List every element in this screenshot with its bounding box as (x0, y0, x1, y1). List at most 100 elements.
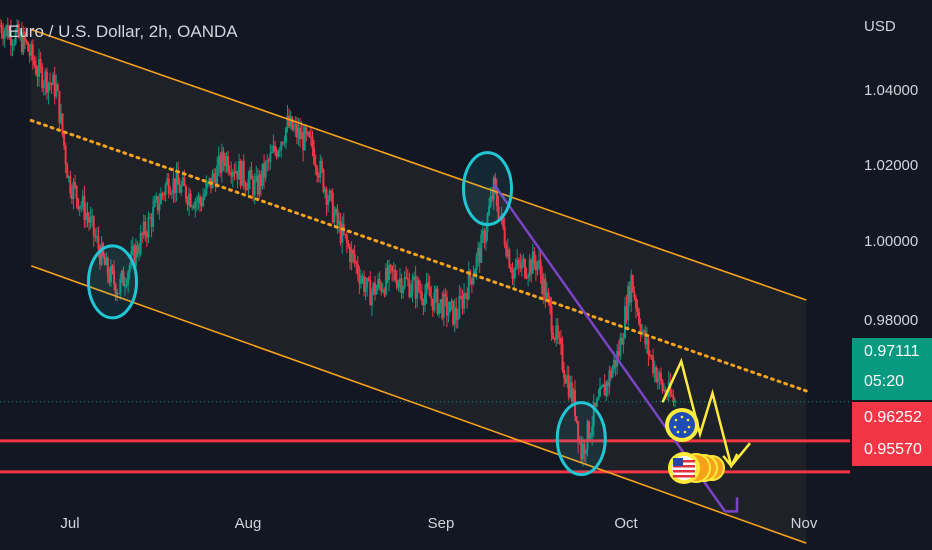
candle (450, 297, 453, 311)
candle (625, 294, 628, 324)
candle (397, 279, 400, 292)
candle (14, 28, 17, 46)
candle (627, 281, 630, 331)
candle (305, 124, 308, 142)
candle (78, 205, 81, 216)
candle (3, 27, 6, 48)
candle (109, 259, 112, 287)
candle (570, 375, 573, 406)
candle (503, 217, 506, 249)
candle (213, 168, 216, 184)
candle (225, 152, 228, 173)
candle (156, 195, 159, 215)
candle (347, 239, 350, 249)
candle (36, 65, 39, 87)
candle (389, 263, 392, 275)
candle (252, 175, 255, 202)
candle (92, 215, 95, 247)
candle (205, 175, 208, 197)
y-tick-label: 1.04000 (864, 82, 919, 99)
candle (259, 170, 262, 197)
candle (197, 192, 200, 210)
candle (306, 130, 309, 137)
candle (58, 90, 61, 129)
candle (170, 189, 173, 200)
candle (430, 285, 433, 307)
chart-title: Euro / U.S. Dollar, 2h, OANDA (8, 22, 238, 41)
candle (556, 317, 559, 345)
candle (280, 140, 283, 158)
x-tick-label: Nov (790, 515, 818, 532)
candle (522, 253, 525, 268)
candle (349, 243, 351, 270)
candle (661, 379, 664, 395)
candle (224, 152, 226, 173)
candle (567, 365, 570, 401)
candle (424, 284, 426, 312)
candle (91, 208, 94, 227)
candle (367, 275, 370, 282)
candle (49, 72, 51, 91)
candle (314, 154, 317, 175)
candle (220, 143, 223, 183)
candle (184, 184, 187, 203)
candle (408, 272, 411, 299)
candle (336, 203, 339, 234)
candle (606, 379, 609, 398)
candle (545, 282, 548, 302)
candle (0, 20, 3, 39)
candle (324, 186, 326, 199)
candle (467, 261, 470, 301)
candle (438, 303, 441, 318)
candle (178, 177, 181, 194)
candle (611, 365, 614, 379)
candle (452, 300, 455, 327)
candle (409, 283, 412, 299)
candle (334, 206, 337, 216)
candle (484, 222, 487, 251)
candle (327, 195, 330, 213)
candle (642, 328, 645, 336)
candle (514, 258, 517, 278)
candle (294, 116, 297, 137)
candle (222, 147, 225, 171)
candle (420, 283, 423, 306)
candle (219, 152, 222, 178)
x-tick-label: Jul (60, 515, 80, 532)
candle (478, 242, 481, 273)
candle (488, 198, 491, 216)
candle (645, 327, 648, 354)
candle (106, 255, 109, 284)
candle (249, 166, 251, 189)
candle (506, 238, 509, 260)
candle (256, 168, 259, 198)
candle (547, 288, 550, 306)
candle (353, 244, 356, 268)
candle (55, 74, 58, 100)
candle (372, 281, 375, 296)
candle (56, 82, 59, 92)
candle (144, 215, 147, 242)
candle-series (0, 17, 676, 467)
candle (459, 287, 462, 299)
candle (541, 266, 544, 299)
candle (352, 248, 355, 264)
candle (77, 197, 80, 212)
candle (422, 298, 425, 316)
candle (603, 374, 606, 396)
candle (119, 273, 122, 300)
candle (8, 24, 11, 40)
candle (244, 180, 247, 194)
candle (453, 298, 456, 333)
candle (617, 340, 620, 361)
candle (227, 150, 230, 176)
candle (291, 115, 294, 132)
candle (638, 307, 641, 327)
last-price-value: 0.97111 (864, 343, 920, 360)
candle (403, 271, 406, 290)
candle (24, 27, 26, 49)
candle (189, 189, 192, 208)
candle (275, 147, 278, 160)
candle (152, 196, 155, 232)
